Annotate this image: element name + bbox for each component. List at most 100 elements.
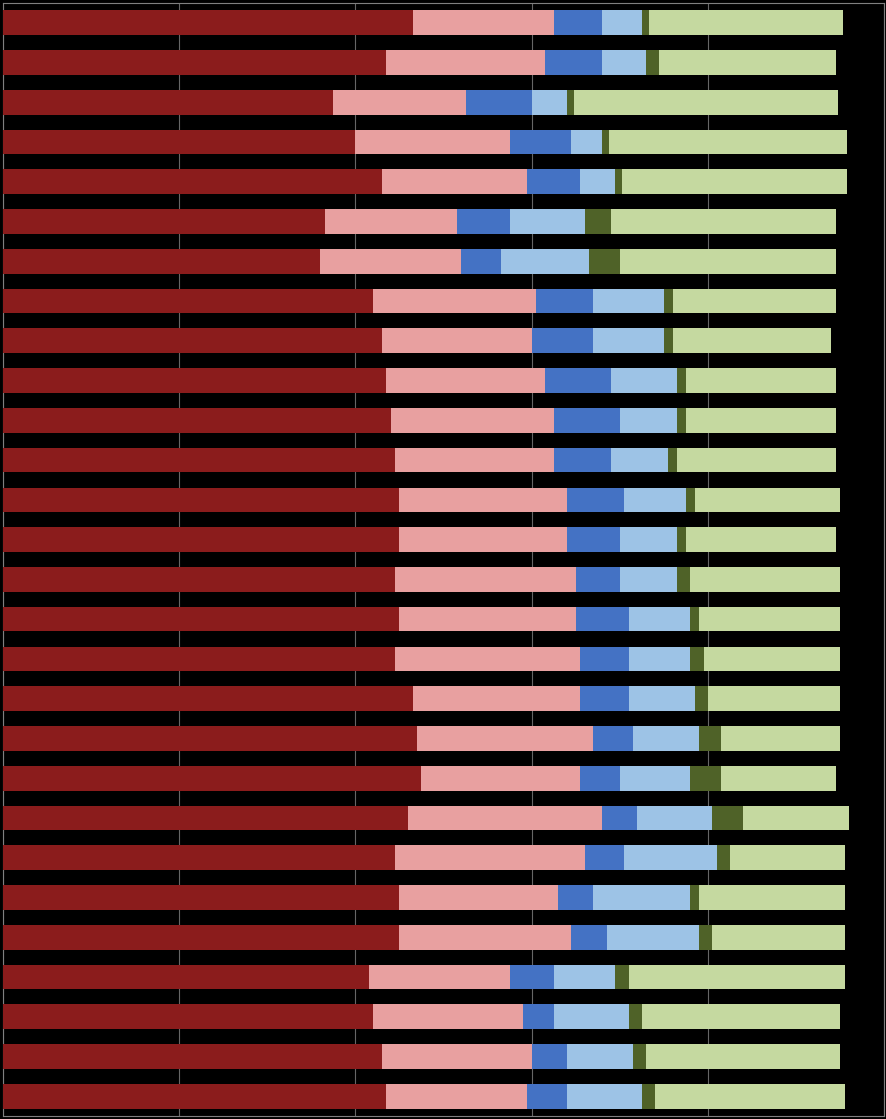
Bar	[593, 726, 633, 751]
Bar	[3, 567, 394, 592]
Bar	[593, 329, 663, 354]
Bar	[698, 726, 720, 751]
Bar	[588, 248, 619, 273]
Bar	[531, 1044, 566, 1069]
Bar	[646, 1044, 839, 1069]
Bar	[593, 289, 663, 313]
Bar	[3, 169, 381, 194]
Bar	[421, 765, 579, 790]
Bar	[628, 686, 694, 711]
Bar	[501, 248, 588, 273]
Bar	[3, 90, 333, 114]
Bar	[566, 1044, 633, 1069]
Bar	[602, 806, 637, 830]
Bar	[689, 606, 698, 631]
Bar	[579, 169, 615, 194]
Bar	[658, 50, 835, 75]
Bar	[602, 130, 609, 154]
Bar	[553, 408, 619, 433]
Bar	[566, 488, 624, 513]
Bar	[3, 765, 421, 790]
Bar	[619, 408, 676, 433]
Bar	[531, 90, 566, 114]
Bar	[461, 248, 501, 273]
Bar	[3, 1005, 373, 1029]
Bar	[531, 329, 593, 354]
Bar	[672, 289, 835, 313]
Bar	[408, 806, 602, 830]
Bar	[641, 1005, 839, 1029]
Bar	[553, 10, 602, 35]
Bar	[573, 90, 837, 114]
Bar	[399, 885, 557, 910]
Bar	[526, 1084, 566, 1109]
Bar	[610, 209, 835, 234]
Bar	[373, 289, 535, 313]
Bar	[3, 10, 412, 35]
Bar	[707, 686, 839, 711]
Bar	[509, 209, 584, 234]
Bar	[3, 686, 412, 711]
Bar	[628, 965, 843, 989]
Bar	[3, 527, 399, 552]
Bar	[624, 846, 716, 871]
Bar	[412, 10, 553, 35]
Bar	[566, 1084, 641, 1109]
Bar	[320, 248, 461, 273]
Bar	[676, 527, 685, 552]
Bar	[3, 209, 324, 234]
Bar	[720, 765, 835, 790]
Bar	[385, 50, 544, 75]
Bar	[566, 527, 619, 552]
Bar	[544, 368, 610, 393]
Bar	[526, 169, 579, 194]
Bar	[628, 1005, 641, 1029]
Bar	[711, 925, 843, 950]
Bar	[610, 368, 676, 393]
Bar	[685, 368, 835, 393]
Bar	[711, 806, 742, 830]
Bar	[3, 965, 369, 989]
Bar	[593, 885, 689, 910]
Bar	[399, 925, 571, 950]
Bar	[698, 925, 711, 950]
Bar	[729, 846, 843, 871]
Bar	[742, 806, 848, 830]
Bar	[381, 1044, 531, 1069]
Bar	[509, 965, 553, 989]
Bar	[689, 647, 703, 671]
Bar	[394, 647, 579, 671]
Bar	[584, 209, 610, 234]
Bar	[3, 329, 381, 354]
Bar	[698, 606, 839, 631]
Bar	[602, 50, 646, 75]
Bar	[3, 885, 399, 910]
Bar	[390, 408, 553, 433]
Bar	[535, 289, 593, 313]
Bar	[522, 1005, 553, 1029]
Bar	[399, 527, 566, 552]
Bar	[465, 90, 531, 114]
Bar	[333, 90, 465, 114]
Bar	[3, 1044, 381, 1069]
Bar	[609, 130, 846, 154]
Bar	[641, 10, 649, 35]
Bar	[641, 1084, 654, 1109]
Bar	[602, 10, 641, 35]
Bar	[628, 606, 689, 631]
Bar	[663, 289, 672, 313]
Bar	[703, 647, 839, 671]
Bar	[676, 368, 685, 393]
Bar	[720, 726, 839, 751]
Bar	[399, 606, 575, 631]
Bar	[553, 965, 615, 989]
Bar	[412, 686, 579, 711]
Bar	[716, 846, 729, 871]
Bar	[3, 130, 355, 154]
Bar	[3, 488, 399, 513]
Bar	[694, 686, 707, 711]
Bar	[553, 1005, 628, 1029]
Bar	[381, 169, 526, 194]
Bar	[394, 846, 584, 871]
Bar	[633, 1044, 646, 1069]
